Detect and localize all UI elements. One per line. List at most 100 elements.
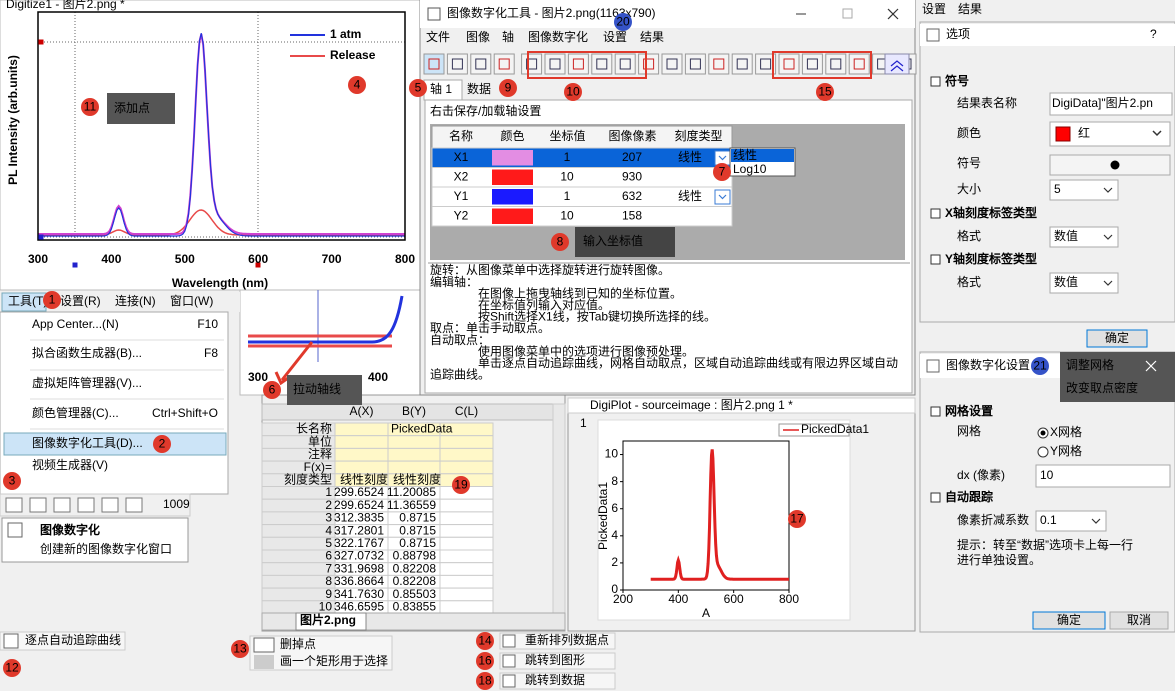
menu-option[interactable]: 虚拟矩阵管理器(V)... bbox=[32, 375, 142, 390]
format-combo[interactable] bbox=[1049, 272, 1119, 294]
ok-button[interactable] bbox=[1086, 329, 1148, 348]
tool-button[interactable] bbox=[614, 53, 636, 75]
dialog-menu-item[interactable]: 轴 bbox=[502, 29, 514, 44]
table-row[interactable] bbox=[431, 206, 733, 227]
axis-handle[interactable] bbox=[38, 234, 44, 240]
shortcut: Ctrl+Shift+O bbox=[152, 406, 218, 420]
button-label[interactable]: 取消 bbox=[1127, 613, 1151, 627]
tool-button[interactable] bbox=[684, 53, 706, 75]
symbol-picker[interactable] bbox=[1049, 154, 1171, 176]
dialog-menu-item[interactable]: 结果 bbox=[640, 30, 664, 44]
tool-button[interactable] bbox=[778, 53, 800, 75]
tool-button[interactable] bbox=[544, 53, 566, 75]
tooltip-text: 跳转到数据 bbox=[525, 672, 585, 687]
axis-value: 10 bbox=[560, 209, 574, 223]
menu-item[interactable]: 窗口(W) bbox=[170, 294, 213, 308]
dialog-menu-item[interactable]: 文件 bbox=[426, 29, 450, 44]
tool-button[interactable] bbox=[567, 53, 589, 75]
tool-button[interactable] bbox=[53, 497, 71, 513]
tool-button[interactable] bbox=[493, 53, 515, 75]
axis-handle[interactable] bbox=[255, 262, 261, 268]
section-toggle[interactable] bbox=[930, 208, 941, 219]
radio[interactable] bbox=[1037, 446, 1049, 458]
tool-button[interactable] bbox=[591, 53, 613, 75]
scale-dropdown[interactable] bbox=[714, 150, 731, 166]
cell bbox=[439, 587, 494, 602]
tool-button[interactable] bbox=[77, 497, 95, 513]
menu-option[interactable]: 拟合函数生成器(B)... bbox=[32, 345, 142, 360]
tool-button[interactable] bbox=[801, 53, 823, 75]
tool-button[interactable] bbox=[848, 53, 870, 75]
dialog-menu-item[interactable]: 图像数字化 bbox=[528, 29, 588, 44]
tool-button[interactable] bbox=[101, 497, 119, 513]
button-label[interactable]: 确定 bbox=[1105, 330, 1129, 345]
tool-button[interactable] bbox=[731, 53, 753, 75]
tool-button[interactable] bbox=[5, 497, 23, 513]
axis-value: 10 bbox=[560, 170, 574, 184]
callout bbox=[1060, 352, 1175, 402]
text-input[interactable] bbox=[1049, 92, 1173, 116]
axis-handle[interactable] bbox=[72, 262, 78, 268]
tool-button[interactable] bbox=[423, 53, 445, 75]
section-toggle[interactable] bbox=[930, 492, 941, 503]
tool-button[interactable] bbox=[638, 53, 660, 75]
combo-arrow bbox=[1152, 130, 1162, 137]
dialog-menu-item[interactable]: 设置 bbox=[603, 30, 627, 44]
badge bbox=[452, 476, 470, 494]
tool-button[interactable] bbox=[470, 53, 492, 75]
panel-title: 选项 bbox=[946, 27, 970, 41]
sheet-tab-label[interactable]: 图片2.png bbox=[300, 612, 356, 627]
x-tick-label: 600 bbox=[248, 252, 268, 266]
tool-icon bbox=[549, 58, 561, 70]
menu-item[interactable]: 设置(R) bbox=[60, 294, 101, 308]
tool-button[interactable] bbox=[521, 53, 543, 75]
tab-label[interactable]: 轴 1 bbox=[430, 81, 452, 96]
button-label[interactable]: 确定 bbox=[1057, 612, 1081, 627]
cancel-button[interactable] bbox=[1109, 611, 1169, 630]
menu-option[interactable]: App Center...(N) bbox=[32, 317, 119, 331]
sheet-tab[interactable] bbox=[295, 612, 367, 631]
section-toggle[interactable] bbox=[930, 406, 941, 417]
radio-label[interactable]: Y网格 bbox=[1050, 443, 1082, 458]
shortcut: F10 bbox=[197, 317, 218, 331]
menu-item[interactable]: 结果 bbox=[958, 2, 982, 16]
dialog-menu-item[interactable]: 图像 bbox=[466, 30, 490, 44]
ok-button[interactable] bbox=[1032, 611, 1106, 630]
badge bbox=[476, 632, 494, 650]
menu-item[interactable]: 连接(N) bbox=[115, 293, 156, 308]
help-button[interactable]: ? bbox=[1150, 27, 1157, 41]
help-text: 在坐标值列输入对应值。 bbox=[478, 297, 610, 312]
tool-button[interactable] bbox=[125, 497, 143, 513]
axis-handle[interactable] bbox=[38, 39, 44, 45]
cell bbox=[439, 524, 494, 538]
tool-button[interactable] bbox=[29, 497, 47, 513]
dropdown-option[interactable]: Log10 bbox=[733, 162, 767, 176]
scale-dropdown[interactable] bbox=[714, 189, 731, 205]
size-combo[interactable] bbox=[1049, 179, 1119, 201]
menu-option[interactable]: 颜色管理器(C)... bbox=[32, 405, 119, 420]
radio-label[interactable]: X网格 bbox=[1050, 424, 1082, 439]
tool-button[interactable] bbox=[661, 53, 683, 75]
dropdown-option[interactable]: 线性 bbox=[733, 148, 757, 162]
menu-option[interactable]: 视频生成器(V) bbox=[32, 457, 108, 472]
menu-item[interactable]: 工具(T) bbox=[8, 294, 47, 308]
table-row[interactable] bbox=[431, 167, 733, 188]
hint-text: 提示：转至“数据”选项卡上每一行 bbox=[957, 537, 1133, 552]
tab-label[interactable]: 数据 bbox=[467, 81, 491, 96]
tooltip-text: 跳转到图形 bbox=[525, 652, 585, 667]
section-toggle[interactable] bbox=[930, 76, 941, 87]
menu-option[interactable]: 图像数字化工具(D)... bbox=[32, 435, 143, 450]
text-input[interactable] bbox=[1035, 464, 1171, 488]
cell-value: 327.0732 bbox=[334, 549, 384, 563]
menu-item[interactable]: 设置 bbox=[922, 2, 946, 16]
scale-type: 线性 bbox=[678, 189, 702, 203]
section-toggle[interactable] bbox=[930, 254, 941, 265]
tool-button[interactable] bbox=[708, 53, 730, 75]
tool-button[interactable] bbox=[446, 53, 468, 75]
collapse-button[interactable] bbox=[884, 53, 910, 75]
reduce-combo[interactable] bbox=[1035, 510, 1107, 532]
format-combo[interactable] bbox=[1049, 226, 1119, 248]
color-combo[interactable] bbox=[1049, 121, 1171, 147]
badge-number: 2 bbox=[159, 437, 166, 451]
tool-button[interactable] bbox=[825, 53, 847, 75]
